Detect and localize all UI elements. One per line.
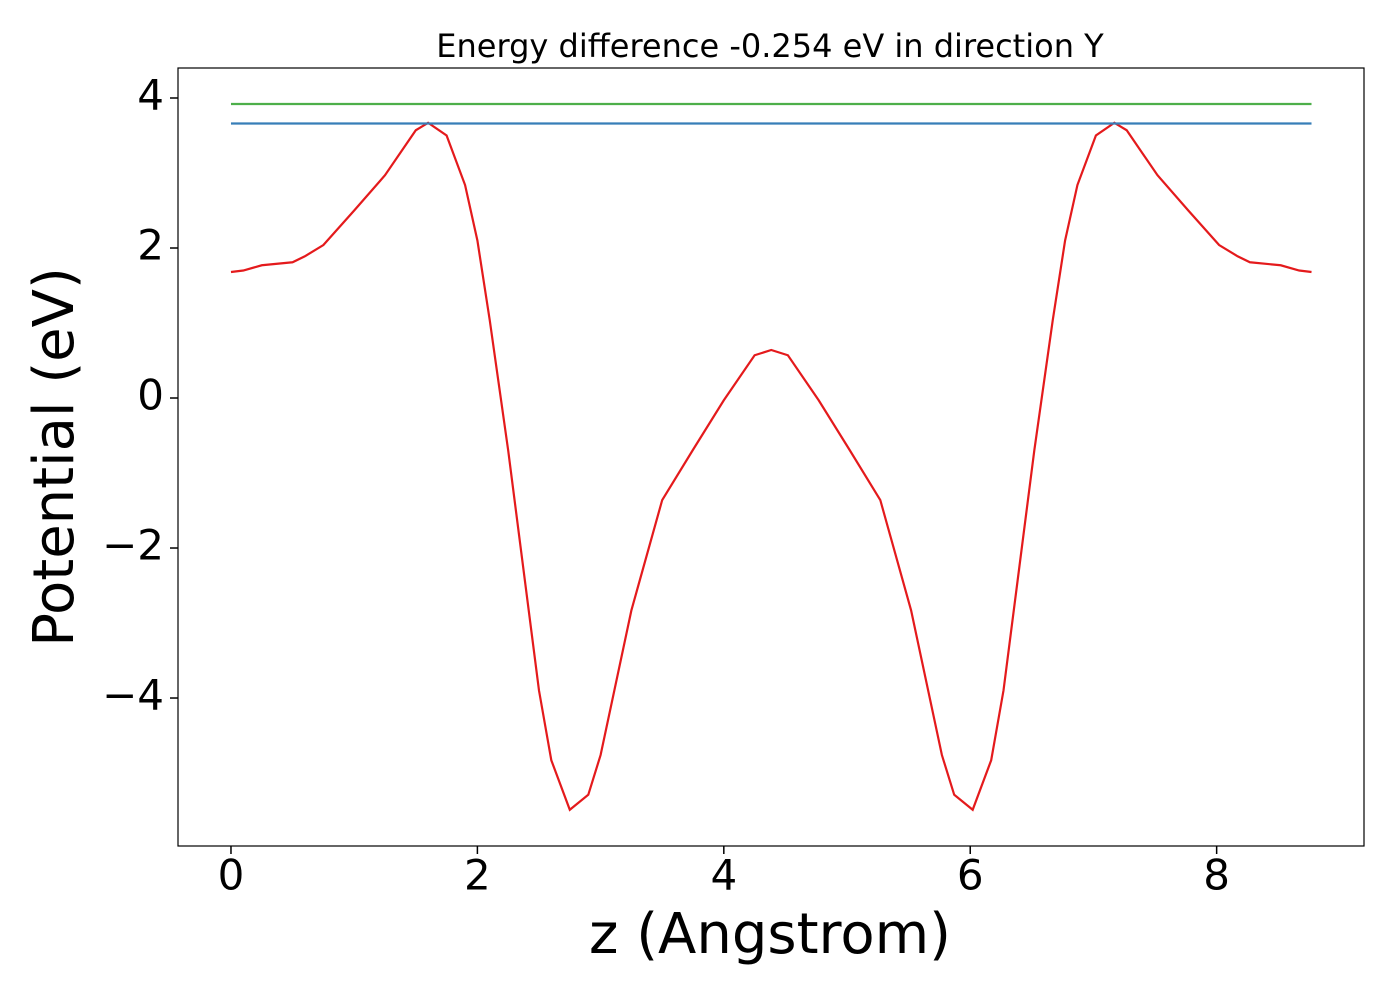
- y-tick-label: −2: [102, 521, 164, 570]
- x-tick-label: 6: [957, 851, 984, 900]
- chart-title: Energy difference -0.254 eV in direction…: [436, 27, 1104, 65]
- x-tick-label: 2: [464, 851, 491, 900]
- x-tick-label: 4: [710, 851, 737, 900]
- y-axis-label: Potential (eV): [22, 267, 87, 647]
- plot-frame: [177, 67, 1365, 847]
- y-tick-label: 0: [137, 371, 164, 420]
- y-tick-label: −4: [102, 671, 164, 720]
- x-tick-label: 8: [1203, 851, 1230, 900]
- series-line: [230, 121, 1312, 812]
- y-tick-label: 2: [137, 221, 164, 270]
- x-tick-label: 0: [218, 851, 245, 900]
- x-axis-label: z (Angstrom): [589, 902, 951, 967]
- y-tick-label: 4: [137, 71, 164, 120]
